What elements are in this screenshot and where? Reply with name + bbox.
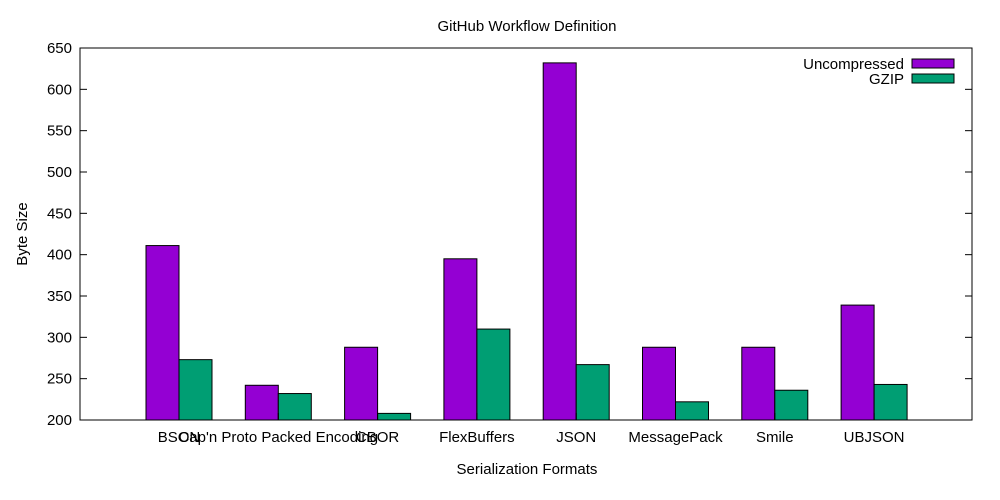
bar-uncompressed-json (542, 62, 577, 421)
y-axis-label: Byte Size (14, 202, 31, 265)
plot-frame (79, 47, 973, 421)
bar-uncompressed-flexbuffers (443, 258, 478, 421)
bar-gzip-flexbuffers (476, 328, 511, 421)
x-tick-label: Smile (756, 429, 794, 446)
x-tick-label: JSON (556, 429, 596, 446)
y-tick-label: 550 (47, 123, 72, 140)
legend-label: Uncompressed (803, 56, 904, 73)
x-tick-label: BSON (158, 429, 201, 446)
y-tick-label: 650 (47, 40, 72, 57)
bar-uncompressed-smile (741, 346, 776, 421)
legend-label: GZIP (869, 71, 904, 88)
y-tick-label: 400 (47, 247, 72, 264)
bar-uncompressed-ubjson (840, 304, 875, 421)
bar-gzip-messagepack (675, 401, 709, 421)
y-tick-label: 500 (47, 164, 72, 181)
bars (145, 62, 908, 421)
bar-gzip-smile (774, 389, 809, 421)
bar-uncompressed-messagepack (642, 346, 676, 421)
y-tick-label: 450 (47, 205, 72, 222)
y-tick-label: 200 (47, 412, 72, 429)
legend-swatch (911, 58, 955, 69)
bar-gzip-json (575, 364, 610, 421)
bar-uncompressed-bson (145, 245, 180, 421)
y-tick-label: 600 (47, 81, 72, 98)
x-tick-label: FlexBuffers (439, 429, 515, 446)
x-tick-label: MessagePack (628, 429, 723, 446)
legend-swatch (911, 73, 955, 84)
x-tick-label: CBOR (356, 429, 400, 446)
x-tick-label: UBJSON (844, 429, 905, 446)
x-axis-label: Serialization Formats (457, 461, 598, 478)
y-tick-label: 350 (47, 288, 72, 305)
y-axis-ticks: 200 250 300 350 400 450 500 550 600 650 (47, 40, 972, 429)
chart-title: GitHub Workflow Definition (438, 18, 617, 35)
bar-uncompressed-cap-n-proto-packed-encoding (244, 384, 279, 421)
bar-gzip-cap-n-proto-packed-encoding (277, 393, 312, 421)
y-tick-label: 300 (47, 329, 72, 346)
bar-gzip-cbor (377, 412, 412, 421)
bar-gzip-ubjson (873, 383, 908, 421)
bar-uncompressed-cbor (344, 346, 379, 421)
y-tick-label: 250 (47, 371, 72, 388)
x-tick-label: Cap'n Proto Packed Encoding (178, 429, 378, 446)
bar-gzip-bson (178, 359, 213, 421)
